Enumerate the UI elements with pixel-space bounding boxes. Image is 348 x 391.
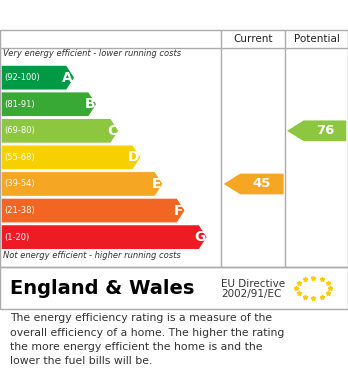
Text: (1-20): (1-20) <box>4 233 30 242</box>
Text: Current: Current <box>234 34 273 44</box>
Polygon shape <box>2 145 140 169</box>
Text: F: F <box>174 204 183 217</box>
Text: Potential: Potential <box>294 34 340 44</box>
Text: 76: 76 <box>316 124 334 137</box>
Text: (92-100): (92-100) <box>4 73 40 82</box>
Text: (39-54): (39-54) <box>4 179 35 188</box>
Text: E: E <box>152 177 161 191</box>
Text: The energy efficiency rating is a measure of the
overall efficiency of a home. T: The energy efficiency rating is a measur… <box>10 313 285 366</box>
Text: Not energy efficient - higher running costs: Not energy efficient - higher running co… <box>3 251 181 260</box>
Polygon shape <box>2 199 184 222</box>
Text: 45: 45 <box>253 178 271 190</box>
Text: England & Wales: England & Wales <box>10 278 195 298</box>
Polygon shape <box>287 120 346 141</box>
Polygon shape <box>2 172 162 196</box>
Text: (81-91): (81-91) <box>4 100 35 109</box>
Text: Very energy efficient - lower running costs: Very energy efficient - lower running co… <box>3 49 182 58</box>
Text: D: D <box>128 151 139 164</box>
Polygon shape <box>2 225 207 249</box>
Polygon shape <box>2 92 96 116</box>
Polygon shape <box>224 174 284 194</box>
Text: 2002/91/EC: 2002/91/EC <box>221 289 281 299</box>
Text: G: G <box>194 230 205 244</box>
Text: Energy Efficiency Rating: Energy Efficiency Rating <box>9 7 230 23</box>
Polygon shape <box>2 119 118 143</box>
Text: C: C <box>107 124 117 138</box>
Text: (55-68): (55-68) <box>4 153 35 162</box>
Text: B: B <box>84 97 95 111</box>
Text: (69-80): (69-80) <box>4 126 35 135</box>
Text: EU Directive: EU Directive <box>221 279 285 289</box>
Text: A: A <box>62 71 73 85</box>
Text: (21-38): (21-38) <box>4 206 35 215</box>
Polygon shape <box>2 66 74 90</box>
